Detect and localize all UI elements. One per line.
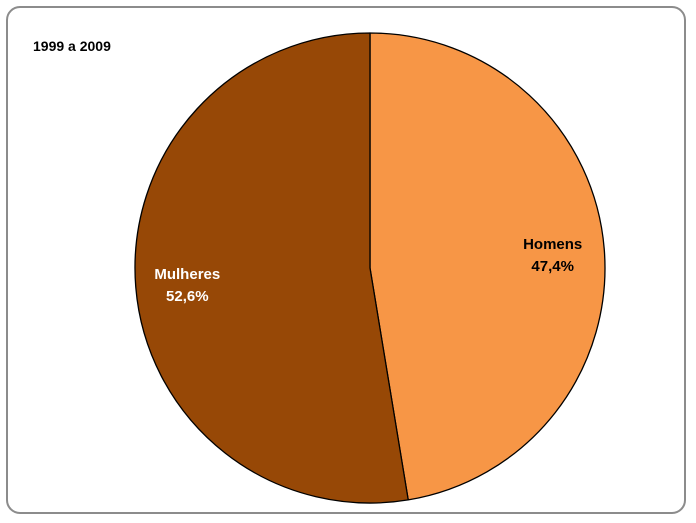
chart-title: 1999 a 2009: [33, 38, 111, 54]
pie-slices: [134, 32, 606, 504]
pie-slice-homens: [369, 32, 606, 501]
slice-value-mulheres: 52,6%: [166, 288, 209, 305]
pie-labels: Homens 47,4% Mulheres 52,6%: [154, 236, 582, 305]
pie-slice-mulheres: [134, 32, 409, 504]
slice-label-mulheres: Mulheres: [154, 266, 220, 283]
slice-value-homens: 47,4%: [531, 258, 574, 275]
slice-label-homens: Homens: [523, 236, 582, 253]
